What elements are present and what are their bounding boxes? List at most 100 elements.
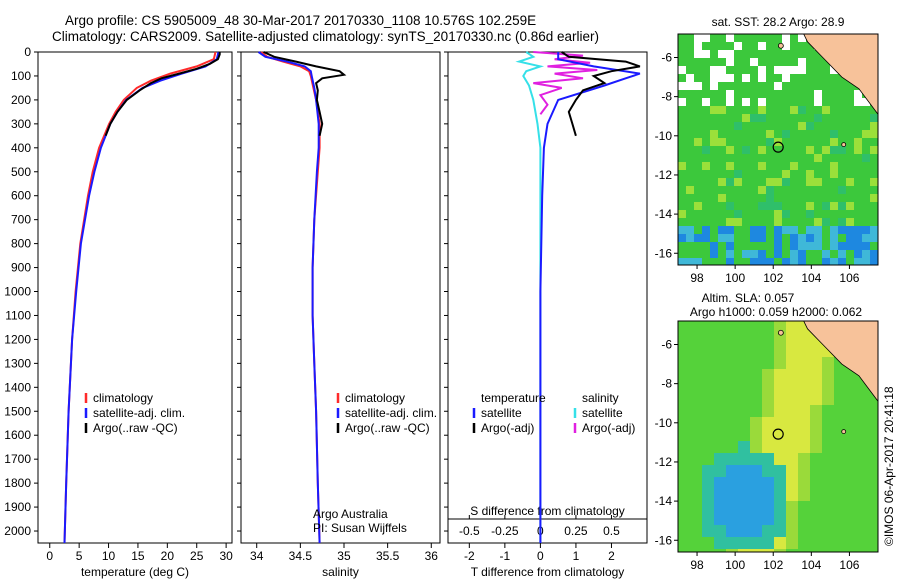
map-cell bbox=[702, 50, 710, 58]
map-cell bbox=[810, 441, 822, 453]
map-cell bbox=[702, 162, 710, 170]
map-cell bbox=[762, 429, 774, 441]
map-cell bbox=[762, 537, 774, 549]
island-marker bbox=[777, 329, 784, 336]
map-cell bbox=[814, 114, 822, 122]
legend-label: Argo(-adj) bbox=[582, 421, 635, 435]
map-y-tick-label: -10 bbox=[655, 129, 673, 143]
map-x-tick-label: 102 bbox=[763, 558, 783, 572]
map-cell bbox=[718, 226, 726, 234]
s-diff-tick-label: -0.5 bbox=[459, 524, 480, 538]
sst-map-title: sat. SST: 28.2 Argo: 28.9 bbox=[712, 15, 845, 29]
map-cell bbox=[710, 74, 718, 82]
map-cell bbox=[838, 250, 846, 258]
map-cell bbox=[758, 250, 766, 258]
map-cell bbox=[734, 42, 742, 50]
map-cell bbox=[830, 258, 838, 265]
map-cell bbox=[790, 234, 798, 242]
map-cell bbox=[762, 513, 774, 525]
map-cell bbox=[786, 525, 798, 537]
map-cell bbox=[798, 122, 806, 130]
map-cell bbox=[774, 321, 786, 333]
map-cell bbox=[846, 226, 854, 234]
map-cell bbox=[774, 393, 786, 405]
map-cell bbox=[750, 537, 762, 549]
map-x-tick-label: 102 bbox=[763, 271, 783, 285]
map-cell bbox=[762, 525, 774, 537]
y-tick-label: 800 bbox=[11, 237, 31, 251]
map-cell bbox=[766, 202, 774, 210]
map-cell bbox=[766, 258, 774, 265]
y-tick-label: 2000 bbox=[4, 524, 31, 538]
map-cell bbox=[726, 258, 734, 265]
legend-title-temperature: temperature bbox=[481, 391, 546, 405]
map-cell bbox=[862, 154, 870, 162]
island-marker bbox=[777, 42, 784, 49]
map-cell bbox=[786, 513, 798, 525]
map-cell bbox=[702, 489, 714, 501]
map-y-tick-label: -12 bbox=[655, 455, 673, 469]
map-cell bbox=[806, 210, 814, 218]
map-cell bbox=[714, 465, 726, 477]
map-cell bbox=[798, 453, 810, 465]
map-cell bbox=[726, 501, 738, 513]
map-cell bbox=[710, 138, 718, 146]
map-cell bbox=[702, 146, 710, 154]
map-cell bbox=[694, 234, 702, 242]
map-cell bbox=[782, 210, 790, 218]
map-cell bbox=[762, 381, 774, 393]
map-cell bbox=[726, 234, 734, 242]
map-cell bbox=[774, 202, 782, 210]
map-cell bbox=[790, 162, 798, 170]
map-cell bbox=[870, 122, 878, 130]
map-cell bbox=[790, 250, 798, 258]
map-cell bbox=[714, 477, 726, 489]
map-cell bbox=[742, 250, 750, 258]
map-cell bbox=[710, 130, 718, 138]
map-cell bbox=[738, 453, 750, 465]
y-tick-label: 1600 bbox=[4, 428, 31, 442]
map-cell bbox=[710, 66, 718, 74]
map-cell bbox=[870, 250, 878, 258]
map-cell bbox=[810, 417, 822, 429]
map-y-tick-label: -12 bbox=[655, 168, 673, 182]
map-y-tick-label: -6 bbox=[661, 337, 672, 351]
map-cell bbox=[714, 537, 726, 549]
map-cell bbox=[786, 501, 798, 513]
map-cell bbox=[786, 477, 798, 489]
y-tick-label: 500 bbox=[11, 165, 31, 179]
map-cell bbox=[718, 194, 726, 202]
map-cell bbox=[786, 333, 798, 345]
x-tick-label: -1 bbox=[500, 549, 511, 563]
x-tick-label: 36 bbox=[425, 549, 439, 563]
credit-line-1: Argo Australia bbox=[313, 507, 388, 521]
map-cell bbox=[702, 477, 714, 489]
y-tick-label: 400 bbox=[11, 141, 31, 155]
map-cell bbox=[822, 357, 834, 369]
map-cell bbox=[782, 226, 790, 234]
map-cell bbox=[798, 393, 810, 405]
map-cell bbox=[686, 234, 694, 242]
map-cell bbox=[714, 513, 726, 525]
map-cell bbox=[726, 513, 738, 525]
map-cell bbox=[782, 66, 790, 74]
map-cell bbox=[786, 393, 798, 405]
map-cell bbox=[734, 122, 742, 130]
map-cell bbox=[822, 250, 830, 258]
y-tick-label: 1800 bbox=[4, 476, 31, 490]
map-cell bbox=[774, 525, 786, 537]
legend-label: Argo(-adj) bbox=[481, 421, 534, 435]
map-cell bbox=[806, 242, 814, 250]
map-cell bbox=[694, 34, 702, 42]
y-tick-label: 1300 bbox=[4, 356, 31, 370]
map-cell bbox=[786, 453, 798, 465]
map-cell bbox=[798, 106, 806, 114]
map-cell bbox=[830, 242, 838, 250]
map-cell bbox=[726, 146, 734, 154]
x-tick-label: 10 bbox=[102, 549, 116, 563]
map-cell bbox=[738, 477, 750, 489]
map-cell bbox=[714, 501, 726, 513]
x-tick-label: 34 bbox=[250, 549, 264, 563]
map-cell bbox=[774, 513, 786, 525]
map-cell bbox=[710, 82, 718, 90]
